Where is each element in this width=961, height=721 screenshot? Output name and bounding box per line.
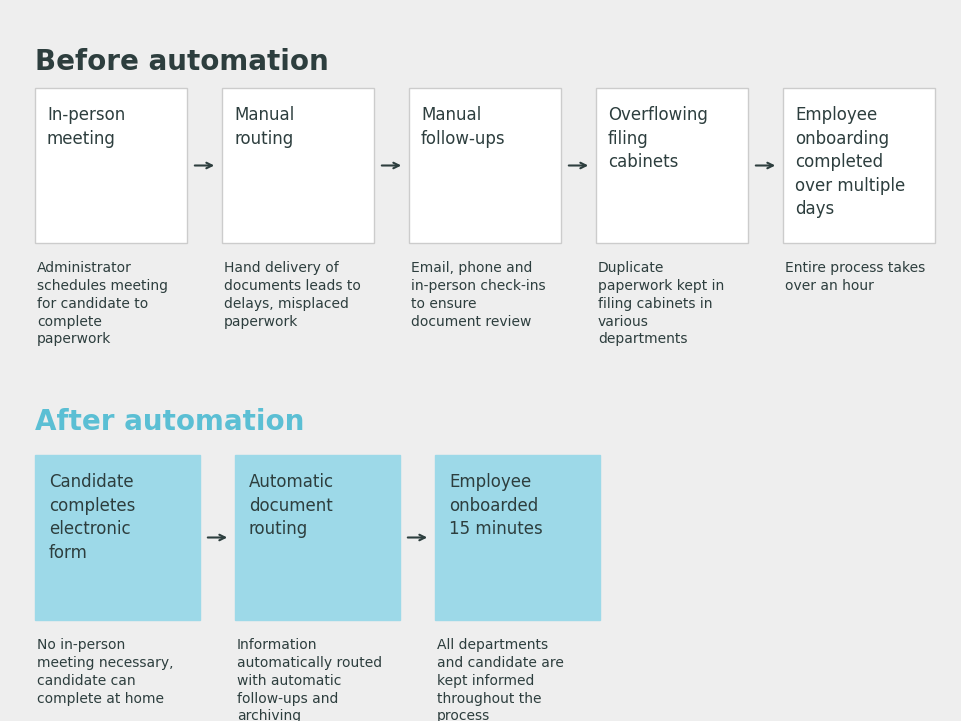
Text: Hand delivery of
documents leads to
delays, misplaced
paperwork: Hand delivery of documents leads to dela… xyxy=(224,261,361,329)
Text: Candidate
completes
electronic
form: Candidate completes electronic form xyxy=(49,473,136,562)
Text: Information
automatically routed
with automatic
follow-ups and
archiving: Information automatically routed with au… xyxy=(237,638,382,721)
Text: Email, phone and
in-person check-ins
to ensure
document review: Email, phone and in-person check-ins to … xyxy=(411,261,546,329)
Text: Automatic
document
routing: Automatic document routing xyxy=(249,473,334,538)
FancyBboxPatch shape xyxy=(222,88,374,243)
Text: Before automation: Before automation xyxy=(35,48,329,76)
Text: Manual
routing: Manual routing xyxy=(234,106,294,148)
Text: In-person
meeting: In-person meeting xyxy=(47,106,125,148)
Text: Administrator
schedules meeting
for candidate to
complete
paperwork: Administrator schedules meeting for cand… xyxy=(37,261,168,346)
FancyBboxPatch shape xyxy=(235,455,400,620)
Text: All departments
and candidate are
kept informed
throughout the
process: All departments and candidate are kept i… xyxy=(437,638,564,721)
Text: After automation: After automation xyxy=(35,408,305,436)
Text: Employee
onboarding
completed
over multiple
days: Employee onboarding completed over multi… xyxy=(795,106,905,218)
FancyBboxPatch shape xyxy=(435,455,600,620)
FancyBboxPatch shape xyxy=(35,455,200,620)
Text: Duplicate
paperwork kept in
filing cabinets in
various
departments: Duplicate paperwork kept in filing cabin… xyxy=(598,261,725,346)
FancyBboxPatch shape xyxy=(409,88,561,243)
FancyBboxPatch shape xyxy=(596,88,748,243)
Text: Employee
onboarded
15 minutes: Employee onboarded 15 minutes xyxy=(449,473,543,538)
FancyBboxPatch shape xyxy=(35,88,187,243)
Text: Entire process takes
over an hour: Entire process takes over an hour xyxy=(785,261,925,293)
FancyBboxPatch shape xyxy=(783,88,935,243)
Text: Overflowing
filing
cabinets: Overflowing filing cabinets xyxy=(608,106,708,171)
Text: No in-person
meeting necessary,
candidate can
complete at home: No in-person meeting necessary, candidat… xyxy=(37,638,174,706)
Text: Manual
follow-ups: Manual follow-ups xyxy=(421,106,505,148)
